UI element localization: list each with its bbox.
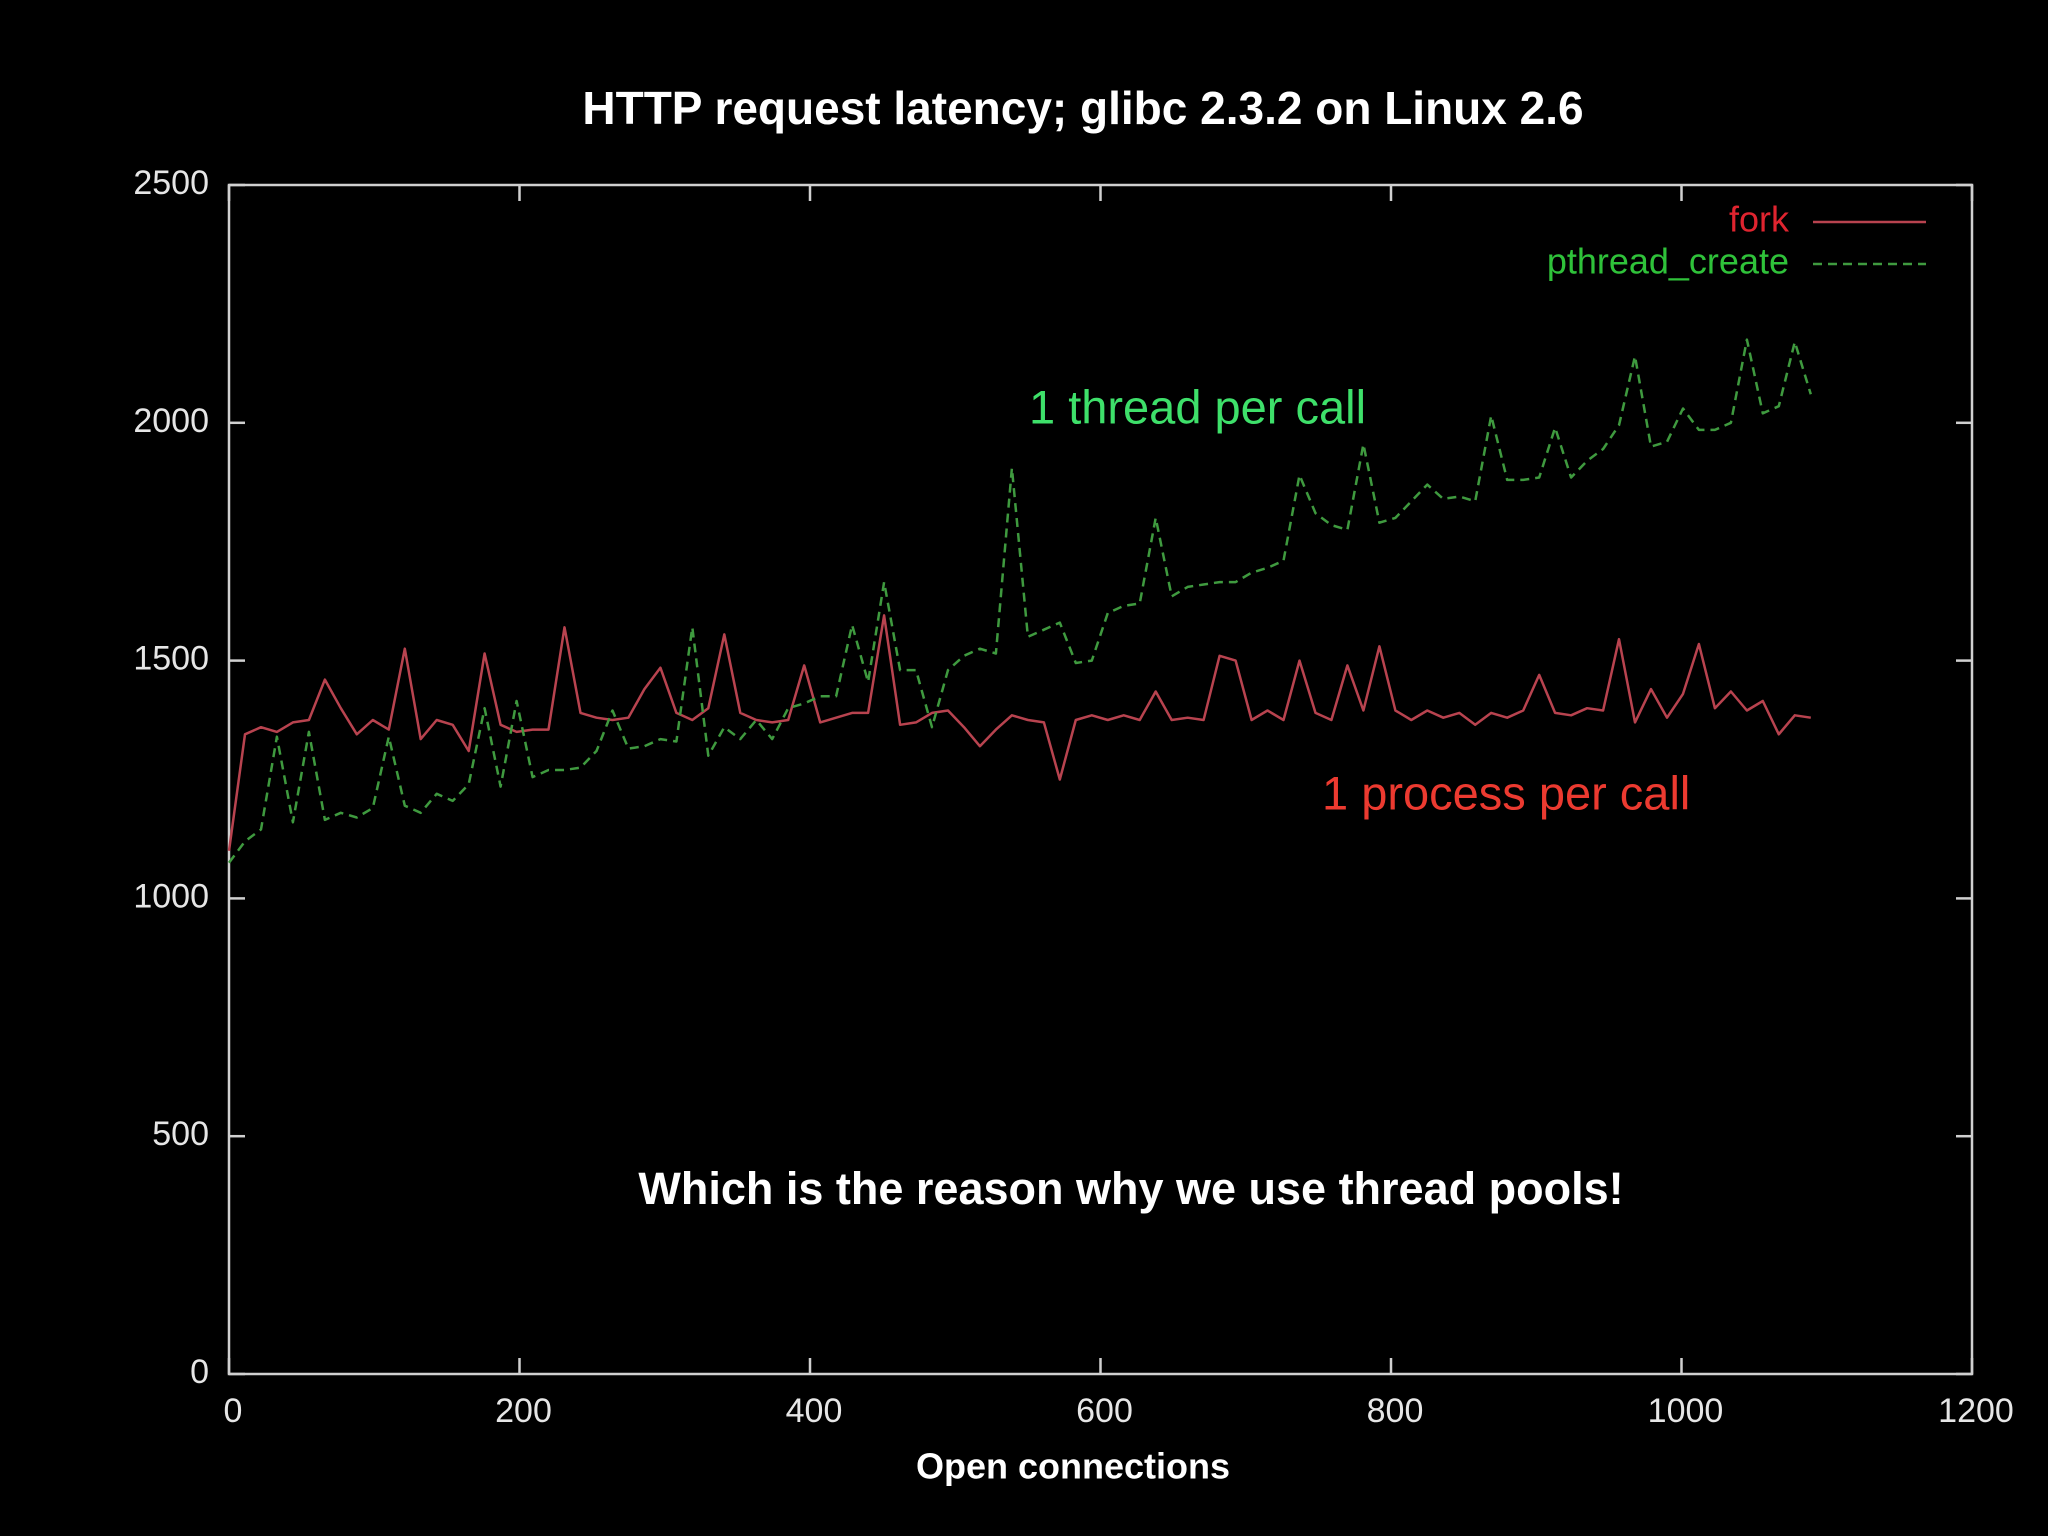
- series-line: [227, 614, 1811, 851]
- x-tick-label: 600: [1076, 1392, 1133, 1430]
- y-tick-label: 500: [152, 1115, 209, 1153]
- x-tick-label: 1000: [1648, 1392, 1724, 1430]
- y-tick-label: 2500: [133, 164, 209, 202]
- x-tick-label: 1200: [1938, 1392, 2014, 1430]
- y-tick-label: 0: [190, 1353, 209, 1391]
- y-tick-label: 1500: [133, 640, 209, 678]
- x-axis-label: Open connections: [916, 1446, 1230, 1487]
- y-tick-label: 2000: [133, 402, 209, 440]
- chart-title: HTTP request latency; glibc 2.3.2 on Lin…: [582, 82, 1583, 134]
- x-tick-label: 400: [786, 1392, 843, 1430]
- series-line: [227, 338, 1812, 864]
- legend-label: fork: [1729, 199, 1790, 240]
- annotation: 1 thread per call: [1029, 380, 1366, 433]
- x-tick-label: 0: [224, 1392, 243, 1430]
- x-tick-label: 800: [1367, 1392, 1424, 1430]
- annotation: Which is the reason why we use thread po…: [638, 1163, 1623, 1214]
- annotation: 1 process per call: [1322, 766, 1690, 819]
- x-tick-label: 200: [495, 1392, 552, 1430]
- y-tick-label: 1000: [133, 877, 209, 915]
- legend-label: pthread_create: [1547, 241, 1789, 282]
